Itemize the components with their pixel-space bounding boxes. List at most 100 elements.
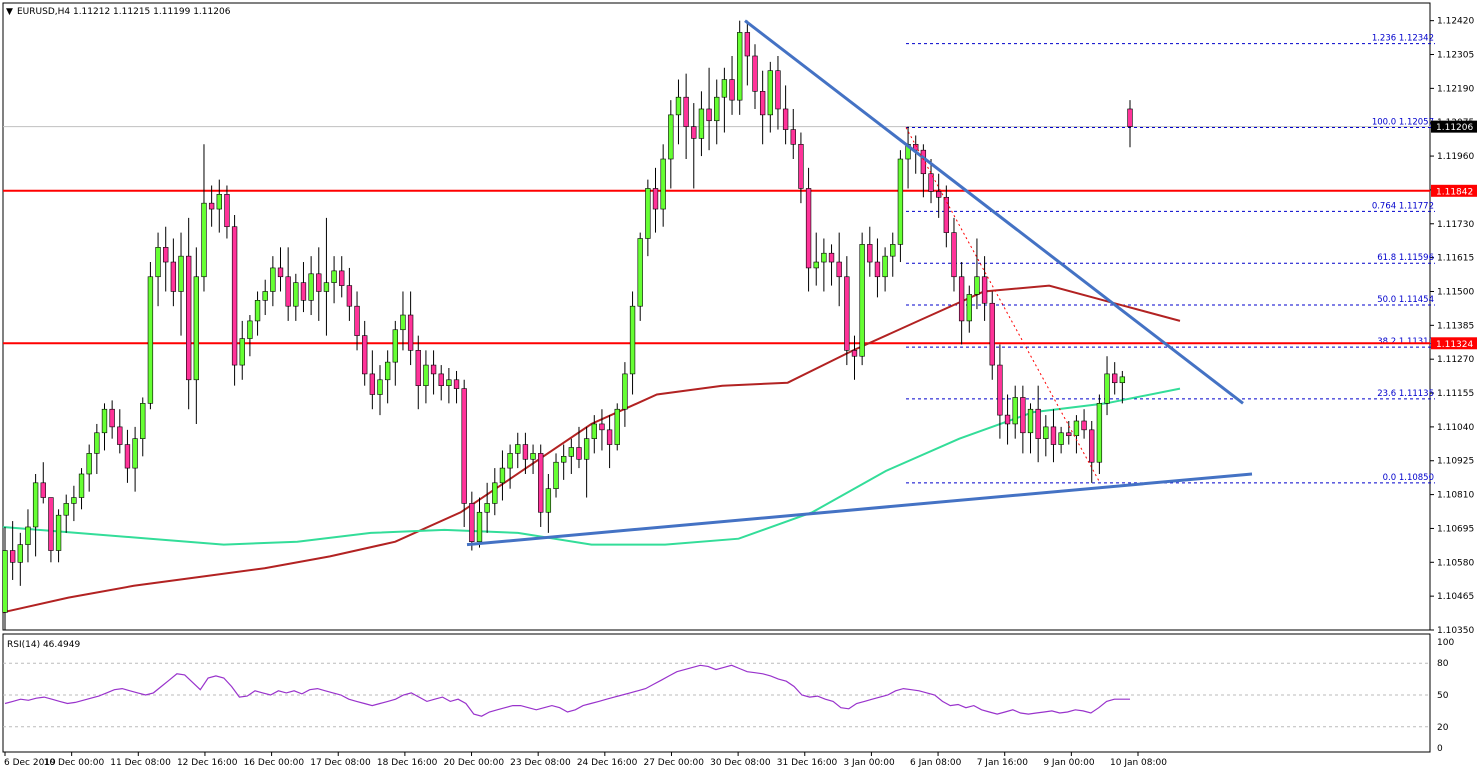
bull-candle (140, 403, 146, 439)
bull-candle (553, 461, 559, 490)
time-tick-label: 3 Jan 00:00 (843, 758, 895, 768)
fast-moving-average-line (2, 387, 1181, 546)
bull-candle (63, 503, 69, 516)
bear-candle (989, 302, 995, 366)
time-tick-label: 6 Jan 08:00 (910, 758, 962, 768)
bull-candle (698, 108, 705, 139)
bull-candle (132, 438, 138, 469)
bear-candle (683, 96, 689, 127)
time-tick-label: 11 Dec 08:00 (110, 758, 171, 768)
bear-candle (415, 350, 421, 386)
bull-candle (515, 444, 521, 454)
price-tick-label: 1.10925 (1437, 457, 1474, 467)
bull-candle (530, 453, 536, 460)
bull-candle (591, 423, 597, 439)
bear-candle (936, 191, 942, 198)
fib-level-label: 61.8 1.11596 (1377, 253, 1434, 263)
fib-level-label: 50.0 1.11454 (1377, 295, 1434, 305)
bull-candle (423, 364, 429, 386)
bear-candle (867, 244, 873, 263)
bear-candle (163, 247, 169, 263)
bear-candle (951, 232, 957, 278)
candles (2, 20, 1133, 630)
time-tick-label: 10 Jan 08:00 (1110, 758, 1167, 768)
price-tick-label: 1.10695 (1437, 524, 1474, 534)
bull-candle (767, 70, 773, 116)
bull-candle (400, 314, 406, 331)
time-tick-label: 27 Dec 00:00 (643, 758, 704, 768)
bear-candle (652, 188, 659, 210)
bull-candle (392, 329, 398, 363)
bull-candle (2, 550, 8, 613)
bear-candle (117, 426, 123, 445)
bear-candle (851, 350, 858, 357)
price-tick-label: 1.11500 (1437, 287, 1474, 297)
bull-candle (193, 276, 199, 381)
bear-candle (48, 497, 54, 551)
bullish-support-trendline (466, 472, 1253, 547)
bull-candle (974, 276, 980, 295)
time-tick-label: 24 Dec 16:00 (577, 758, 638, 768)
bull-candle (499, 467, 506, 484)
bull-candle (25, 526, 31, 545)
bear-candle (798, 143, 804, 189)
bull-candle (201, 202, 207, 278)
current-price-tag (1431, 120, 1477, 133)
bull-candle (178, 255, 184, 292)
bull-candle (583, 438, 590, 460)
fib-level-label: 38.2 1.11311 (1377, 337, 1434, 347)
rsi-tick-label: 20 (1437, 723, 1449, 733)
bull-candle (882, 255, 888, 278)
bear-candle (981, 276, 988, 304)
bear-candle (1089, 429, 1095, 463)
time-tick-label: 30 Dec 08:00 (710, 758, 771, 768)
bull-candle (1104, 373, 1110, 404)
bull-candle (1012, 397, 1018, 425)
bull-candle (813, 261, 819, 269)
bear-candle (300, 282, 307, 301)
rsi-axis: 100 80 50 20 0 (1437, 638, 1454, 754)
bull-candle (71, 497, 77, 504)
price-tick-label: 1.10465 (1437, 592, 1474, 602)
bull-candle (821, 252, 827, 263)
bull-candle (384, 361, 391, 381)
fib-level-label: 23.6 1.11135 (1377, 389, 1434, 399)
rsi-tick-label: 50 (1437, 691, 1449, 701)
resistance-price-tag (1431, 337, 1477, 350)
bear-candle (1081, 420, 1087, 431)
rsi-panel-frame (2, 633, 1431, 753)
bull-candle (216, 194, 222, 210)
bull-candle (101, 408, 108, 434)
bull-candle (446, 379, 452, 386)
bear-candle (920, 149, 927, 175)
price-tick-label: 1.11615 (1437, 254, 1474, 264)
rsi-line (4, 664, 1130, 717)
bear-candle (316, 273, 322, 292)
bull-candle (1119, 376, 1126, 384)
bear-candle (354, 305, 360, 336)
bearish-trendline (744, 19, 1244, 405)
bull-candle (254, 300, 261, 322)
bear-candle (346, 285, 353, 307)
bull-candle (859, 244, 865, 357)
bull-candle (155, 247, 161, 278)
bear-candle (9, 550, 16, 563)
bear-candle (40, 482, 46, 498)
time-tick-label: 6 Dec 2019 (4, 758, 56, 768)
bear-candle (369, 373, 376, 395)
bear-candle (1127, 108, 1133, 127)
bull-candle (94, 432, 100, 454)
bull-candle (492, 482, 498, 504)
current-price-label: 1.11206 (1436, 123, 1473, 133)
time-tick-label: 23 Dec 08:00 (510, 758, 571, 768)
bear-candle (928, 173, 934, 192)
bear-candle (805, 188, 812, 269)
bear-candle (844, 276, 850, 351)
bear-candle (124, 444, 131, 469)
fib-level-label: 0.764 1.11772 (1372, 201, 1434, 211)
fib-level-label: 1.236 1.12342 (1372, 34, 1434, 44)
bull-candle (308, 273, 314, 301)
